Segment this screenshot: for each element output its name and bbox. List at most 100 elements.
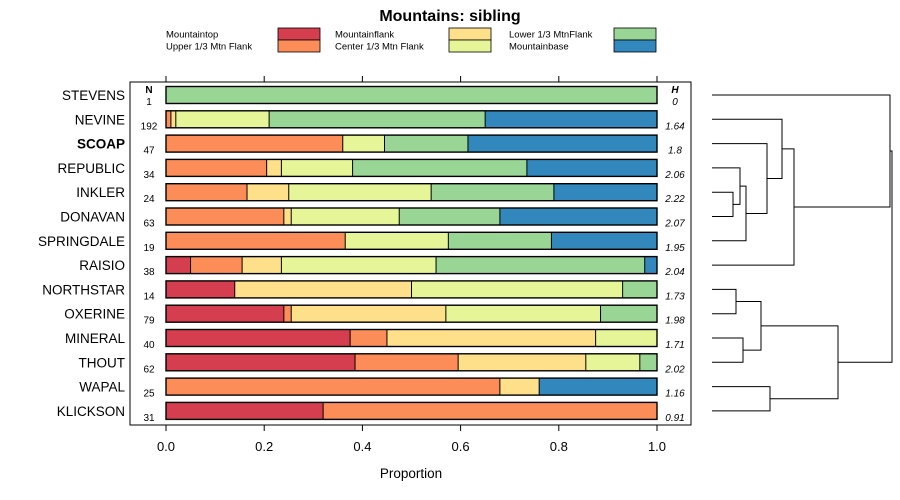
x-tick-label: 1.0 [648,439,666,454]
row-label: KLICKSON [57,404,125,419]
dendrogram-branch [712,167,741,205]
dendrogram [712,94,893,412]
plot-frame [129,81,692,426]
bar-segment-lower-1-3-mtnflank [436,256,645,274]
bar-segment-mountainflank [242,256,282,274]
row-label: MINERAL [65,331,126,346]
bar-segment-center-1-3-mtn-flank [585,353,640,371]
row-label: NEVINE [75,112,125,127]
row-label: THOUT [79,355,126,370]
dendrogram-branch [761,325,839,400]
dendrogram-branch [712,386,771,412]
bar-segment-mountaintop [166,402,324,420]
row-h-value: 1.71 [665,340,684,351]
bar-outline [165,304,658,323]
legend-swatch-center-1-3-mtn-flank [448,39,492,53]
bar-segment-lower-1-3-mtnflank [431,183,554,201]
dendrogram-branch [712,118,783,180]
bar-segment-mountainbase [526,159,657,177]
legend-swatch-mountaintop [277,27,321,41]
legend-swatch-mountainbase [613,39,657,53]
bar-segment-center-1-3-mtn-flank [281,159,353,177]
dendrogram-branch [712,191,734,217]
bar-segment-mountainbase [551,232,657,250]
top-axis-ticks [165,76,658,82]
bar-outline [165,182,658,202]
row-h-value: 1.64 [665,121,685,132]
bar-outline [165,255,658,275]
row-label: REPUBLIC [57,161,125,176]
row-h-value: 1.8 [668,146,682,157]
legend-label-mountainflank: Mountainflank [335,30,394,41]
bar-segment-upper-1-3-mtn-flank [166,110,171,128]
row-n-value: 19 [143,243,155,254]
bar-segment-mountainflank [266,159,282,177]
bar-outline [165,110,658,129]
legend-label-mountaintop: Mountaintop [166,30,218,41]
legend-label-mountainbase: Mountainbase [509,42,569,53]
row-n-value: 31 [143,413,155,424]
bar-segment-mountaintop [166,305,284,323]
row-label: WAPAL [79,380,125,395]
row-n-value: 192 [141,121,158,132]
row-h-value: 0.91 [665,413,684,424]
x-axis: 0.0 0.2 0.4 0.6 0.8 1.0 [157,425,666,454]
bar-segment-mountaintop [166,280,235,298]
bar-segment-lower-1-3-mtnflank [622,280,657,298]
row-n-value: 40 [143,340,155,351]
bar-segment-lower-1-3-mtnflank [639,353,657,371]
bar-segment-center-1-3-mtn-flank [281,256,437,274]
bar-segment-mountaintop [166,256,191,274]
bar-segment-mountainflank [234,280,412,298]
row-n-value: 1 [146,97,152,108]
row-n-value: 24 [143,194,155,205]
bar-segment-upper-1-3-mtn-flank [166,378,500,396]
bar-segment-mountainflank [386,329,596,347]
legend-swatch-lower-1-3-mtnflank [613,27,657,41]
bar-segment-lower-1-3-mtnflank [269,110,486,128]
bar-outline [165,231,658,251]
bar-outline [165,280,658,299]
x-tick-label: 0.6 [452,439,470,454]
row-h-value: 2.04 [664,267,685,278]
n-column: N 1 192 47 34 24 63 19 38 14 79 40 62 25 31 [141,85,158,424]
bar-segment-center-1-3-mtn-flank [595,329,657,347]
bar-segment-upper-1-3-mtn-flank [323,402,657,420]
row-h-value: 2.06 [664,170,685,181]
x-tick-label: 0.4 [353,439,371,454]
row-h-value: 1.16 [665,389,685,400]
dendrogram-branch [736,301,762,351]
bar-segment-mountainflank [170,110,176,128]
dendrogram-branch [712,185,747,242]
x-axis-title: Proportion [380,466,442,481]
bar-outline [165,207,658,226]
bar-segment-mountainflank [499,378,540,396]
bar-segment-mountaintop [166,329,351,347]
bar-segment-center-1-3-mtn-flank [342,135,385,153]
bar-segment-mountainbase [644,256,657,274]
row-label: NORTHSTAR [42,282,125,297]
bar-segment-mountainflank [283,208,292,225]
row-n-value: 63 [143,219,155,230]
bar-segment-lower-1-3-mtnflank [600,305,657,323]
row-h-value: 1.73 [665,291,685,302]
row-label: INKLER [76,185,125,200]
bar-segment-center-1-3-mtn-flank [345,232,449,250]
x-tick-label: 0.2 [255,439,273,454]
n-header: N [145,85,152,96]
chart-title: Mountains: sibling [379,8,520,25]
bar-segment-upper-1-3-mtn-flank [355,353,459,371]
row-h-value: 2.22 [664,194,685,205]
row-label: OXERINE [64,307,125,322]
bar-segment-upper-1-3-mtn-flank [166,232,346,250]
row-n-value: 79 [143,316,155,327]
legend-swatch-upper-1-3-mtn-flank [277,39,321,53]
row-label: DONAVAN [60,210,125,225]
bar-segment-center-1-3-mtn-flank [175,110,270,128]
bar-segment-mountainflank [458,353,586,371]
bar-segment-mountainbase [553,183,657,201]
h-header: H [671,85,679,96]
legend-label-upper-1-3-mtn-flank: Upper 1/3 Mtn Flank [166,42,252,53]
row-h-value: 2.02 [664,364,685,375]
